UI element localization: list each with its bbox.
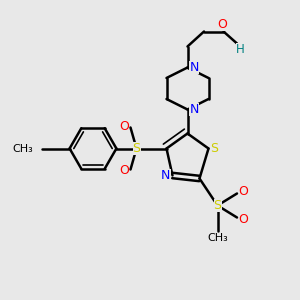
Text: S: S bbox=[133, 142, 140, 155]
Text: H: H bbox=[236, 43, 245, 56]
Text: N: N bbox=[189, 61, 199, 74]
Text: O: O bbox=[119, 164, 129, 178]
Text: CH₃: CH₃ bbox=[207, 232, 228, 243]
Text: O: O bbox=[217, 18, 227, 32]
Text: O: O bbox=[239, 213, 248, 226]
Text: S: S bbox=[210, 142, 218, 155]
Text: N: N bbox=[161, 169, 171, 182]
Text: O: O bbox=[119, 119, 129, 133]
Text: S: S bbox=[214, 199, 221, 212]
Text: CH₃: CH₃ bbox=[13, 143, 34, 154]
Text: O: O bbox=[239, 184, 248, 198]
Text: N: N bbox=[189, 103, 199, 116]
